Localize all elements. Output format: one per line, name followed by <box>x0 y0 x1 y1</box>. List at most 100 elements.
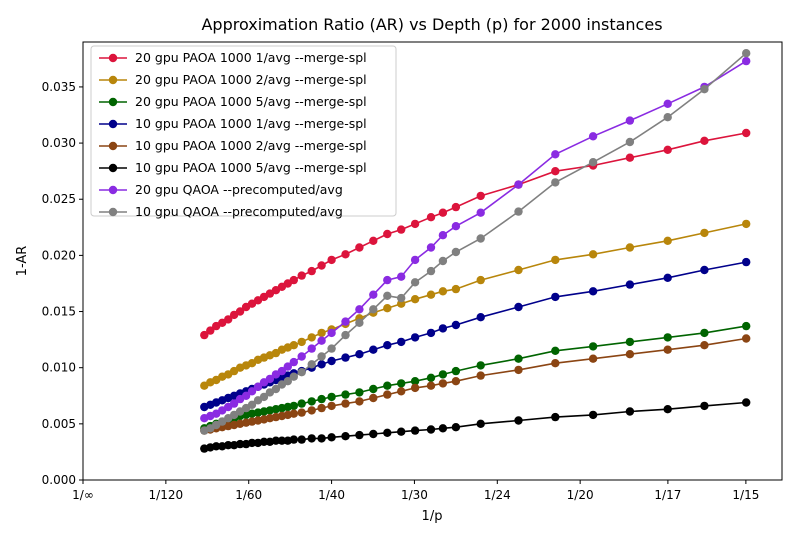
data-point <box>451 202 461 212</box>
data-point <box>355 318 364 327</box>
data-point <box>700 328 709 338</box>
legend-item: 10 gpu PAOA 1000 5/avg --merge-spl <box>99 160 367 175</box>
x-tick-label: 1/120 <box>149 488 184 502</box>
data-point <box>297 408 306 417</box>
data-point <box>426 328 436 338</box>
data-point <box>426 266 436 276</box>
data-point <box>438 256 448 266</box>
data-point <box>283 377 292 386</box>
data-point <box>297 399 306 408</box>
y-tick-label: 0.005 <box>42 417 76 431</box>
legend-label: 20 gpu PAOA 1000 2/avg --merge-spl <box>135 72 367 87</box>
data-point <box>383 229 392 239</box>
data-point <box>625 243 635 252</box>
data-point <box>588 250 598 259</box>
legend-label: 10 gpu PAOA 1000 1/avg --merge-spl <box>135 116 367 131</box>
legend-item: 20 gpu QAOA --precomputed/avg <box>99 182 343 197</box>
data-point <box>514 365 523 375</box>
data-point <box>289 401 298 411</box>
data-point <box>247 387 257 396</box>
data-point <box>742 321 751 331</box>
data-point <box>700 136 709 145</box>
data-point <box>551 359 560 368</box>
data-point <box>235 307 245 316</box>
data-point <box>341 250 350 259</box>
x-tick-label: 1/15 <box>732 488 759 502</box>
legend-item: 10 gpu QAOA --precomputed/avg <box>99 204 343 219</box>
data-point <box>625 407 635 416</box>
data-point <box>397 337 406 347</box>
data-point <box>397 379 406 388</box>
data-point <box>438 370 448 379</box>
data-point <box>514 354 523 363</box>
data-point <box>551 150 560 159</box>
data-point <box>742 49 751 58</box>
data-point <box>663 236 672 245</box>
data-point <box>397 225 406 234</box>
data-point <box>397 293 406 303</box>
data-point <box>663 113 672 122</box>
legend-marker <box>108 75 118 85</box>
data-point <box>410 426 420 435</box>
y-tick-label: 0.035 <box>42 80 76 94</box>
legend-label: 20 gpu PAOA 1000 1/avg --merge-spl <box>135 50 367 65</box>
data-point <box>700 228 709 238</box>
legend-label: 10 gpu QAOA --precomputed/avg <box>135 204 343 219</box>
data-point <box>317 261 326 270</box>
data-point <box>476 361 485 370</box>
data-point <box>588 158 598 167</box>
data-point <box>625 137 635 147</box>
data-point <box>476 371 485 380</box>
data-point <box>742 128 751 138</box>
data-point <box>341 432 350 441</box>
data-point <box>551 178 560 187</box>
data-point <box>369 429 378 439</box>
data-point <box>355 397 364 406</box>
data-point <box>297 368 306 377</box>
data-point <box>588 287 598 296</box>
data-point <box>476 419 485 428</box>
legend-label: 10 gpu PAOA 1000 2/avg --merge-spl <box>135 138 367 153</box>
data-point <box>317 434 326 443</box>
data-point <box>551 412 560 422</box>
data-point <box>283 362 292 371</box>
data-point <box>451 320 461 330</box>
data-point <box>410 219 420 229</box>
data-point <box>355 243 364 252</box>
legend-box <box>90 45 397 217</box>
data-point <box>383 381 392 390</box>
data-point <box>514 302 523 312</box>
data-point <box>341 330 350 340</box>
axes-frame <box>82 41 783 481</box>
data-point <box>317 403 326 413</box>
data-point <box>438 231 448 240</box>
data-point <box>383 275 392 285</box>
series-1 <box>200 128 751 340</box>
x-tick-label: 1/24 <box>484 488 511 502</box>
data-point <box>253 382 263 391</box>
data-point <box>625 116 635 125</box>
data-point <box>307 266 316 276</box>
y-tick-label: 0.025 <box>42 192 76 206</box>
data-point <box>410 278 420 287</box>
data-point <box>514 265 523 275</box>
x-tick-label: 1/20 <box>567 488 594 502</box>
data-point <box>742 398 751 407</box>
y-tick-label: 0.010 <box>42 361 76 375</box>
data-point <box>224 441 233 450</box>
data-point <box>514 180 523 189</box>
y-axis-label: 1-AR <box>15 246 30 277</box>
data-point <box>451 423 461 432</box>
data-point <box>224 315 233 324</box>
series-layer <box>200 49 751 453</box>
data-point <box>289 435 298 444</box>
data-point <box>341 399 350 408</box>
data-point <box>355 305 364 314</box>
data-point <box>438 287 448 296</box>
data-point <box>514 207 523 216</box>
data-point <box>341 317 350 326</box>
data-point <box>625 153 635 162</box>
data-point <box>476 191 485 201</box>
data-point <box>588 354 598 363</box>
data-point <box>355 388 364 397</box>
